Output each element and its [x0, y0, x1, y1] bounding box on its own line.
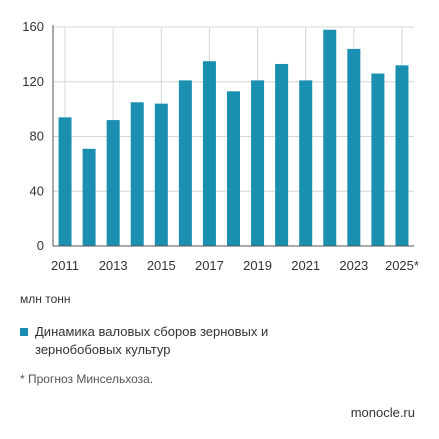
- x-tick-label: 2013: [99, 258, 128, 273]
- x-tick-label: 2015: [147, 258, 176, 273]
- y-tick-label: 120: [22, 74, 44, 89]
- bar-2012: [82, 148, 96, 246]
- legend-swatch: [20, 328, 28, 336]
- bar-2023: [347, 48, 361, 247]
- bar-2021: [299, 80, 313, 246]
- y-tick-label: 40: [30, 183, 44, 198]
- legend-series-name: Динамика валовых сборов зерновых и зерно…: [35, 324, 269, 357]
- x-tick-label: 2021: [291, 258, 320, 273]
- x-tick-label: 2017: [195, 258, 224, 273]
- bar-2024: [371, 73, 385, 246]
- bar-2017: [202, 61, 216, 246]
- bar-2018: [227, 91, 240, 246]
- bar-2011: [58, 117, 72, 247]
- source-label: monocle.ru: [350, 405, 415, 420]
- footnote: * Прогноз Минсельхоза.: [20, 372, 154, 386]
- unit-label: млн тонн: [20, 292, 71, 306]
- bar-2025*: [395, 65, 409, 246]
- bar-2016: [178, 80, 192, 246]
- x-tick-label: 2019: [243, 258, 272, 273]
- bar-2022: [323, 29, 337, 246]
- x-tick-label: 2025*: [385, 258, 419, 273]
- x-tick-label: 2011: [51, 258, 79, 273]
- bar-2014: [130, 102, 144, 246]
- bar-2019: [251, 80, 265, 246]
- y-tick-label: 0: [37, 238, 44, 253]
- bar-2015: [154, 103, 168, 247]
- bar-2013: [106, 120, 120, 246]
- y-tick-label: 80: [30, 129, 44, 144]
- y-tick-label: 160: [22, 19, 44, 34]
- bar-chart: 0 40 80 120 160 2011 2013 2015 2017 2019 2021 2023 2…: [22, 19, 419, 273]
- x-tick-label: 2023: [339, 258, 368, 273]
- bar-2020: [275, 63, 289, 246]
